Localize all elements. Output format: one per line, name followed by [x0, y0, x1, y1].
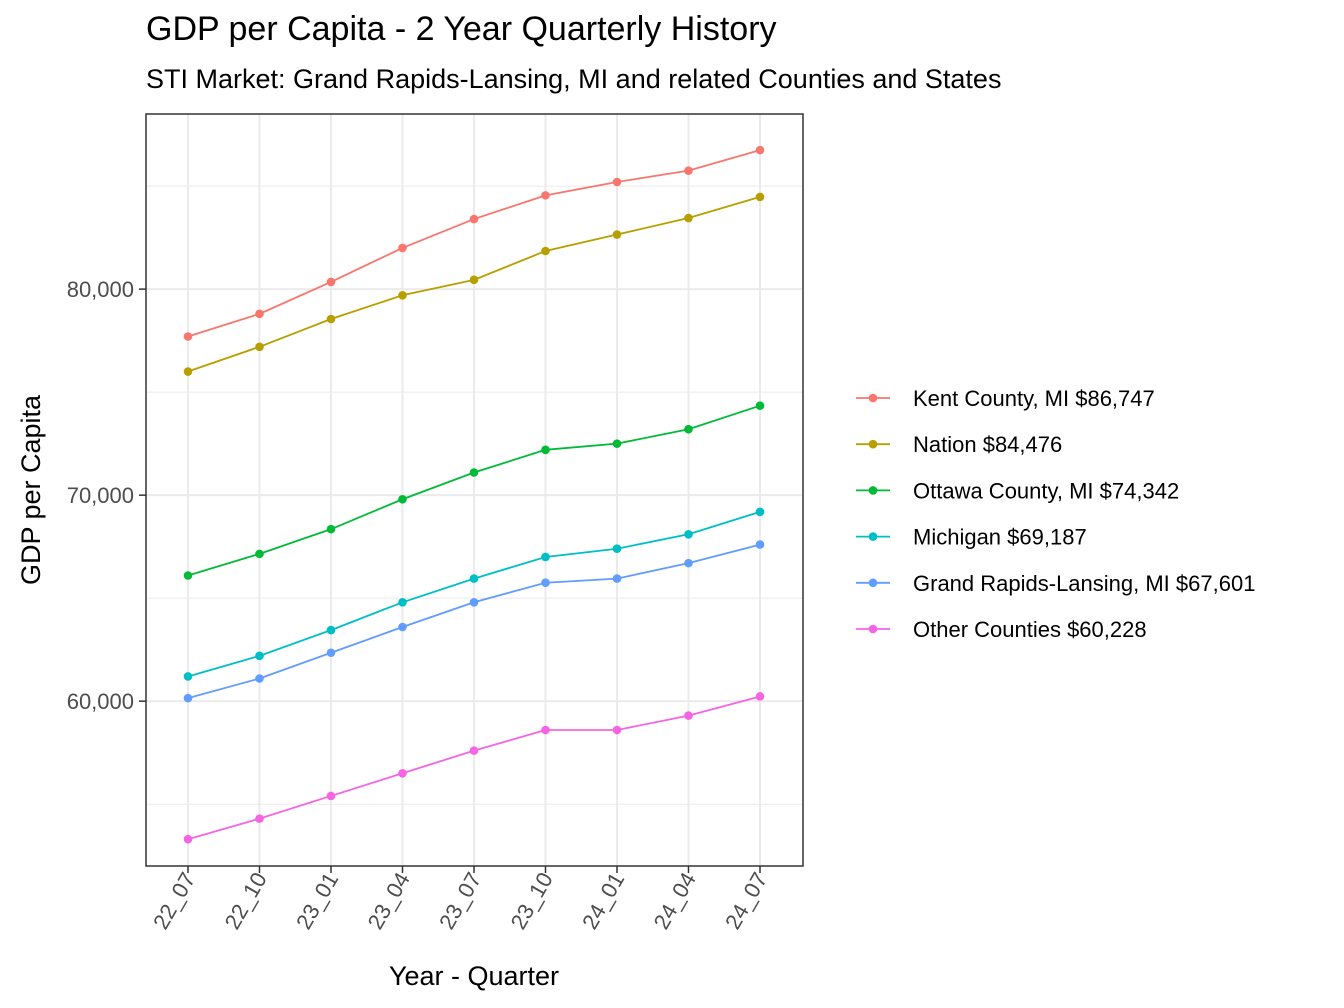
- x-tick-label: 24_04: [649, 868, 701, 933]
- x-tick-label: 24_07: [720, 868, 772, 933]
- data-point: [255, 674, 264, 683]
- legend-item: Ottawa County, MI $74,342: [856, 478, 1179, 503]
- series-group: [183, 692, 765, 844]
- chart-subtitle: STI Market: Grand Rapids-Lansing, MI and…: [146, 64, 1002, 94]
- data-point: [469, 574, 479, 583]
- data-point: [469, 214, 479, 224]
- data-point: [755, 401, 765, 410]
- data-point: [326, 277, 336, 287]
- data-point: [183, 672, 193, 681]
- data-point: [684, 558, 693, 568]
- legend-key-point: [868, 532, 878, 541]
- series-group: [183, 145, 765, 341]
- data-point: [469, 597, 479, 607]
- x-tick-label: 22_10: [220, 868, 272, 933]
- data-point: [541, 191, 550, 200]
- series-group: [183, 540, 765, 703]
- data-point: [612, 574, 622, 583]
- data-point: [255, 651, 264, 661]
- data-point: [684, 213, 693, 223]
- x-tick-label: 23_01: [291, 868, 343, 933]
- chart-title: GDP per Capita - 2 Year Quarterly Histor…: [146, 10, 777, 48]
- legend: Kent County, MI $86,747 Nation $84,476 Ott…: [856, 386, 1255, 642]
- x-axis-title: Year - Quarter: [389, 961, 559, 991]
- data-point: [326, 791, 336, 801]
- data-point: [541, 552, 550, 562]
- series-layer: [183, 145, 765, 844]
- data-point: [612, 439, 622, 448]
- data-point: [183, 834, 193, 844]
- data-point: [183, 367, 193, 376]
- legend-key-point: [868, 439, 878, 449]
- data-point: [398, 494, 407, 504]
- data-point: [183, 693, 193, 703]
- data-point: [326, 625, 336, 635]
- data-point: [612, 544, 622, 554]
- data-point: [255, 309, 264, 319]
- legend-label: Grand Rapids-Lansing, MI $67,601: [913, 571, 1255, 596]
- data-point: [541, 246, 550, 256]
- legend-item: Grand Rapids-Lansing, MI $67,601: [856, 571, 1255, 596]
- data-point: [755, 692, 765, 701]
- data-point: [183, 571, 193, 580]
- grid-lines: [146, 114, 803, 866]
- x-tick-label: 24_01: [577, 868, 629, 933]
- series-group: [183, 401, 765, 580]
- data-point: [612, 230, 622, 239]
- data-point: [326, 648, 336, 658]
- legend-label: Michigan $69,187: [913, 525, 1087, 550]
- data-point: [255, 814, 264, 823]
- data-point: [755, 540, 765, 549]
- y-tick-label: 60,000: [67, 689, 134, 714]
- legend-label: Nation $84,476: [913, 432, 1062, 457]
- data-point: [183, 332, 193, 341]
- data-point: [684, 166, 693, 175]
- data-point: [612, 725, 622, 735]
- legend-item: Nation $84,476: [856, 432, 1062, 457]
- legend-label: Kent County, MI $86,747: [913, 386, 1155, 411]
- data-point: [755, 507, 765, 517]
- data-point: [541, 725, 550, 735]
- data-point: [469, 275, 479, 285]
- series-group: [183, 192, 765, 376]
- data-point: [398, 243, 407, 253]
- data-point: [541, 445, 550, 455]
- data-point: [255, 342, 264, 352]
- data-point: [469, 746, 479, 755]
- data-point: [398, 597, 407, 607]
- legend-key-point: [868, 578, 878, 588]
- data-point: [612, 177, 622, 187]
- y-tick-label: 70,000: [67, 483, 134, 508]
- legend-key-point: [868, 393, 878, 403]
- x-tick-label: 23_07: [434, 868, 486, 933]
- data-point: [326, 524, 336, 534]
- series-group: [183, 507, 765, 681]
- data-point: [541, 578, 550, 588]
- legend-item: Michigan $69,187: [856, 525, 1087, 550]
- data-point: [326, 314, 336, 324]
- x-tick-label: 23_10: [506, 868, 558, 933]
- data-point: [398, 768, 407, 778]
- data-point: [398, 622, 407, 632]
- data-point: [398, 291, 407, 300]
- legend-key-point: [868, 624, 878, 634]
- x-tick-label: 22_07: [148, 868, 200, 933]
- legend-item: Other Counties $60,228: [856, 617, 1147, 642]
- data-point: [684, 529, 693, 539]
- data-point: [469, 468, 479, 477]
- legend-item: Kent County, MI $86,747: [856, 386, 1155, 411]
- legend-label: Ottawa County, MI $74,342: [913, 478, 1179, 503]
- data-point: [755, 145, 765, 155]
- legend-key-point: [868, 486, 878, 495]
- data-point: [755, 192, 765, 202]
- x-tick-label: 23_04: [363, 868, 415, 933]
- data-point: [684, 711, 693, 720]
- y-axis-title: GDP per Capita: [16, 394, 46, 585]
- y-tick-label: 80,000: [67, 277, 134, 302]
- data-point: [255, 549, 264, 559]
- legend-label: Other Counties $60,228: [913, 617, 1147, 642]
- data-point: [684, 424, 693, 434]
